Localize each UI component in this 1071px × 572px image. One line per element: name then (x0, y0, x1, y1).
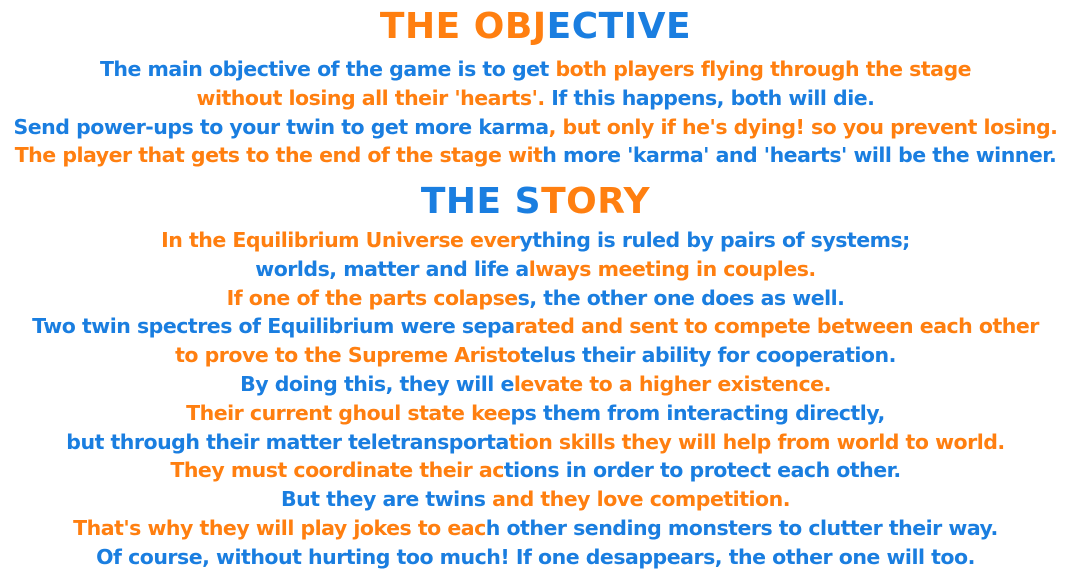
text-segment: without losing all their 'hearts'. (196, 85, 552, 110)
text-segment: But they are twins (281, 487, 493, 512)
text-segment: both players flying through the stage (555, 57, 972, 81)
text-line: Their current ghoul state keeps them fro… (0, 399, 1071, 428)
text-line: Send power-ups to your twin to get more … (0, 113, 1071, 142)
text-segment: They must coordinate their ac (170, 458, 504, 483)
text-segment: Of course, without hurting too much! If … (96, 544, 975, 569)
story-title: THE STORY (0, 182, 1071, 222)
text-segment: but through their matter teletransporta (66, 429, 509, 454)
text-segment: worlds, matter and life a (255, 256, 529, 281)
text-segment: Send power-ups to your twin to get more … (13, 114, 550, 139)
text-segment: The player that gets to the end of the s… (14, 143, 543, 168)
text-line: But they are twins and they love competi… (0, 485, 1071, 514)
text-segment: rated and sent to compete between each o… (514, 314, 1040, 339)
objective-title: THE OBJECTIVE (0, 7, 1071, 47)
text-segment: The main objective of the game is to get (99, 57, 556, 81)
text-segment: THE OBJ (379, 6, 547, 47)
text-segment: , but only if he's dying! so you prevent… (548, 114, 1058, 139)
text-line: That's why they will play jokes to each … (0, 514, 1071, 543)
text-segment: s, the other one does as well. (517, 285, 845, 310)
text-line: Two twin spectres of Equilibrium were se… (0, 312, 1071, 341)
text-segment: h more 'karma' and 'hearts' will be the … (542, 143, 1057, 168)
text-line: The player that gets to the end of the s… (0, 141, 1071, 170)
text-line: They must coordinate their actions in or… (0, 456, 1071, 485)
text-line: Of course, without hurting too much! If … (0, 543, 1071, 572)
text-line: By doing this, they will elevate to a hi… (0, 370, 1071, 399)
text-segment: to prove to the Supreme Aristo (175, 343, 521, 368)
text-line: but through their matter teletransportat… (0, 428, 1071, 457)
text-segment: tion skills they will help from world to… (508, 429, 1005, 454)
text-segment: By doing this, they will e (240, 371, 514, 396)
story-text: In the Equilibrium Universe everything i… (0, 226, 1071, 572)
text-segment: tions in order to protect each other. (503, 458, 901, 483)
text-line: In the Equilibrium Universe everything i… (0, 226, 1071, 255)
objective-text: The main objective of the game is to get… (0, 55, 1071, 170)
text-segment: If this happens, both will die. (551, 85, 875, 110)
text-segment: TORY (541, 181, 651, 222)
text-segment: That's why they will play jokes to eac (73, 515, 486, 540)
text-segment: levate to a higher existence. (513, 371, 832, 396)
text-line: to prove to the Supreme Aristotelus thei… (0, 341, 1071, 370)
text-segment: and they love competition. (492, 487, 790, 512)
text-line: worlds, matter and life always meeting i… (0, 255, 1071, 284)
text-line: The main objective of the game is to get… (0, 55, 1071, 84)
text-segment: Their current ghoul state kee (186, 400, 511, 425)
text-segment: lways meeting in couples. (528, 256, 816, 281)
text-line: If one of the parts colapses, the other … (0, 284, 1071, 313)
text-segment: THE S (420, 181, 542, 222)
text-segment: ECTIVE (546, 6, 692, 47)
text-segment: Two twin spectres of Equilibrium were se… (32, 314, 515, 339)
text-segment: ps them from interacting directly, (510, 400, 886, 425)
text-segment: If one of the parts colapse (226, 285, 519, 310)
text-segment: telus their ability for cooperation. (520, 343, 896, 368)
text-segment: In the Equilibrium Universe ever (161, 228, 520, 252)
text-segment: ything is ruled by pairs of systems; (519, 228, 910, 252)
text-segment: h other sending monsters to clutter thei… (485, 515, 999, 540)
text-line: without losing all their 'hearts'. If th… (0, 84, 1071, 113)
